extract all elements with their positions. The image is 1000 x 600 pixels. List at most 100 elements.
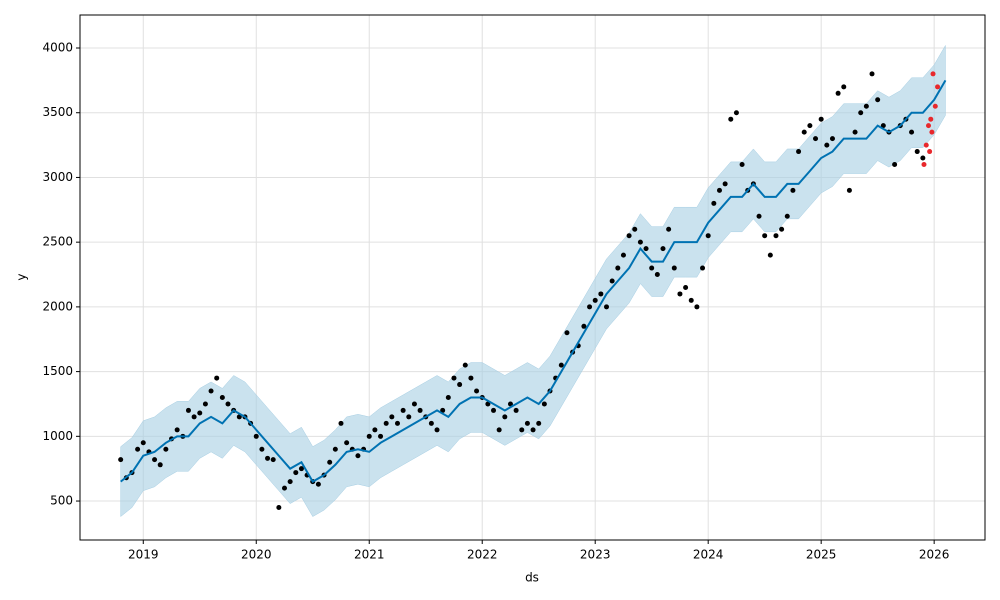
observed-point (858, 110, 864, 116)
observed-point (733, 110, 739, 116)
observed-point (287, 479, 293, 485)
observed-point (581, 323, 587, 329)
observed-point (677, 291, 683, 297)
observed-point (513, 407, 519, 413)
observed-point (807, 123, 813, 129)
observed-point (609, 278, 615, 284)
observed-point (756, 213, 762, 219)
test-point (928, 116, 934, 122)
observed-point (208, 388, 214, 394)
observed-point (869, 71, 875, 77)
observed-point (163, 446, 169, 452)
y-axis-label: y (15, 273, 29, 280)
observed-point (779, 226, 785, 232)
forecast-line (120, 79, 947, 483)
observed-point (282, 485, 288, 491)
y-tick-label: 1000 (42, 429, 73, 443)
observed-point (654, 272, 660, 278)
x-tick-label: 2025 (806, 548, 837, 562)
test-point (935, 84, 941, 90)
observed-point (620, 252, 626, 258)
observed-point (632, 226, 638, 232)
observed-point (236, 414, 242, 420)
y-tick-label: 3000 (42, 170, 73, 184)
observed-point (649, 265, 655, 271)
observed-point (440, 407, 446, 413)
observed-point (270, 457, 276, 463)
plot-frame (79, 14, 986, 541)
x-axis-label: ds (525, 571, 539, 585)
observed-point (259, 446, 265, 452)
observed-point (626, 233, 632, 239)
observed-point (372, 427, 378, 433)
observed-point (615, 265, 621, 271)
y-tick-label: 3500 (42, 105, 73, 119)
observed-point (728, 116, 734, 122)
observed-point (457, 382, 463, 388)
observed-point (411, 401, 417, 407)
observed-point (592, 297, 598, 303)
test-point (930, 71, 936, 77)
observed-point (767, 252, 773, 258)
test-point (921, 162, 927, 168)
observed-point (841, 84, 847, 90)
observed-point (829, 136, 835, 142)
observed-point (496, 427, 502, 433)
observed-point (863, 103, 869, 109)
observed-point (773, 233, 779, 239)
observed-point (762, 233, 768, 239)
observed-point (219, 394, 225, 400)
observed-point (914, 149, 920, 155)
observed-point (225, 401, 231, 407)
observed-point (338, 420, 344, 426)
observed-point (564, 330, 570, 336)
observed-point (434, 427, 440, 433)
x-tick-label: 2021 (354, 548, 385, 562)
observed-point (265, 455, 271, 461)
observed-point (118, 457, 124, 463)
x-tick-label: 2019 (128, 548, 159, 562)
observed-point (468, 375, 474, 381)
observed-point (185, 407, 191, 413)
test-point (932, 103, 938, 109)
observed-point (197, 410, 203, 416)
observed-point (705, 233, 711, 239)
observed-point (293, 470, 299, 476)
observed-point (485, 401, 491, 407)
observed-point (152, 457, 158, 463)
observed-point (739, 162, 745, 168)
observed-point (852, 129, 858, 135)
observed-point (507, 401, 513, 407)
observed-point (541, 401, 547, 407)
observed-point (824, 142, 830, 148)
y-tick-label: 2000 (42, 299, 73, 313)
observed-point (683, 284, 689, 290)
observed-point (332, 446, 338, 452)
observed-point (417, 407, 423, 413)
observed-point (157, 462, 163, 468)
observed-point (524, 420, 530, 426)
x-tick-label: 2024 (693, 548, 724, 562)
observed-point (462, 362, 468, 368)
observed-point (276, 505, 282, 511)
observed-point (880, 123, 886, 129)
observed-point (140, 440, 146, 446)
observed-point (784, 213, 790, 219)
observed-point (587, 304, 593, 310)
observed-point (694, 304, 700, 310)
observed-point (451, 375, 457, 381)
observed-point (604, 304, 610, 310)
observed-point (202, 401, 208, 407)
observed-point (536, 420, 542, 426)
observed-point (214, 375, 220, 381)
observed-point (660, 246, 666, 252)
observed-point (700, 265, 706, 271)
observed-point (253, 433, 259, 439)
observed-point (406, 414, 412, 420)
observed-point (174, 427, 180, 433)
observed-point (400, 407, 406, 413)
y-tick-label: 1500 (42, 364, 73, 378)
x-tick-label: 2023 (580, 548, 611, 562)
